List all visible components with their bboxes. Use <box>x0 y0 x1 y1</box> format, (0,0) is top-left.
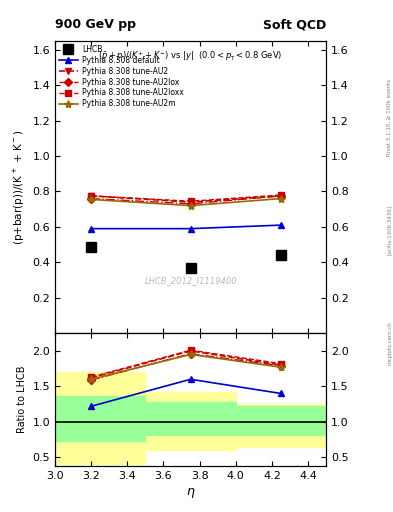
Text: 900 GeV pp: 900 GeV pp <box>55 18 136 31</box>
X-axis label: $\eta$: $\eta$ <box>186 486 195 500</box>
Line: Pythia 8.308 default: Pythia 8.308 default <box>88 222 285 232</box>
LHCB <box>89 244 94 250</box>
Pythia 8.308 tune-AU2 <box>89 193 94 199</box>
Pythia 8.308 tune-AU2lox <box>89 196 94 202</box>
LHCB <box>279 252 283 258</box>
Y-axis label: (p+bar(p))/(K$^+$ + K$^-$): (p+bar(p))/(K$^+$ + K$^-$) <box>12 130 27 245</box>
Text: mcplots.cern.ch: mcplots.cern.ch <box>387 321 392 365</box>
Text: $(\bar{p}+p)/(K^{+}+K^{-})$ vs $|y|$  $(0.0 < p_{\mathrm{T}} < 0.8$ GeV$)$: $(\bar{p}+p)/(K^{+}+K^{-})$ vs $|y|$ $(0… <box>99 50 283 63</box>
Text: Soft QCD: Soft QCD <box>263 18 326 31</box>
Line: Pythia 8.308 tune-AU2: Pythia 8.308 tune-AU2 <box>88 193 285 205</box>
Pythia 8.308 default <box>279 222 283 228</box>
Pythia 8.308 tune-AU2m <box>89 197 94 203</box>
Pythia 8.308 tune-AU2lox <box>279 193 283 199</box>
Line: Pythia 8.308 tune-AU2lox: Pythia 8.308 tune-AU2lox <box>88 193 284 207</box>
Pythia 8.308 tune-AU2loxx <box>89 193 94 199</box>
Pythia 8.308 tune-AU2lox <box>188 201 193 207</box>
Pythia 8.308 tune-AU2m <box>279 196 283 202</box>
Pythia 8.308 tune-AU2m <box>188 203 193 209</box>
Pythia 8.308 default <box>89 226 94 232</box>
Text: Rivet 3.1.10, ≥ 100k events: Rivet 3.1.10, ≥ 100k events <box>387 79 392 156</box>
Pythia 8.308 tune-AU2loxx <box>188 198 193 204</box>
Pythia 8.308 tune-AU2 <box>188 199 193 205</box>
Line: Pythia 8.308 tune-AU2m: Pythia 8.308 tune-AU2m <box>87 195 285 210</box>
Text: LHCB_2012_I1119400: LHCB_2012_I1119400 <box>144 276 237 285</box>
Line: LHCB: LHCB <box>86 242 286 272</box>
Pythia 8.308 default <box>188 226 193 232</box>
Y-axis label: Ratio to LHCB: Ratio to LHCB <box>17 366 27 433</box>
Text: [arXiv:1306.3436]: [arXiv:1306.3436] <box>387 205 392 255</box>
LHCB <box>188 265 193 271</box>
Line: Pythia 8.308 tune-AU2loxx: Pythia 8.308 tune-AU2loxx <box>88 192 284 204</box>
Pythia 8.308 tune-AU2 <box>279 193 283 199</box>
Legend: LHCB, Pythia 8.308 default, Pythia 8.308 tune-AU2, Pythia 8.308 tune-AU2lox, Pyt: LHCB, Pythia 8.308 default, Pythia 8.308… <box>57 43 185 110</box>
Pythia 8.308 tune-AU2loxx <box>279 192 283 198</box>
